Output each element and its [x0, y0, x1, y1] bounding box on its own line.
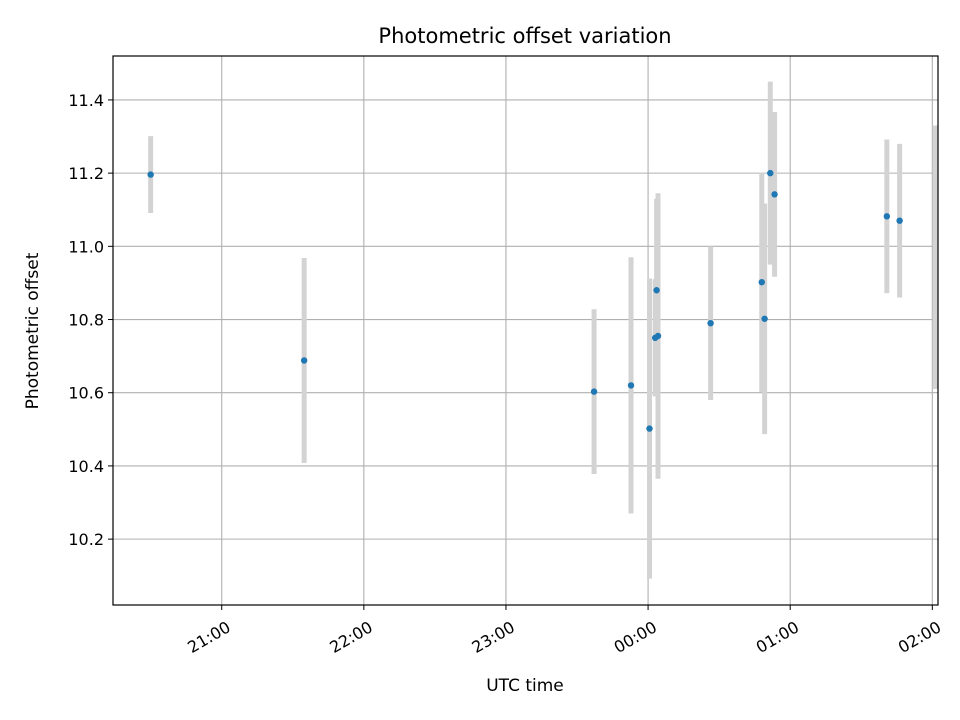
y-tick-label: 10.8: [68, 311, 104, 330]
data-point: [771, 191, 778, 198]
y-tick-label: 11.0: [68, 237, 104, 256]
data-point: [707, 319, 714, 327]
y-tick-label: 11.2: [68, 164, 104, 183]
data-point: [654, 332, 662, 340]
x-tick-label: 22:00: [326, 617, 375, 657]
data-point: [646, 425, 653, 432]
plot-frame: [112, 55, 939, 606]
y-tick-label: 11.4: [68, 91, 104, 110]
y-axis-label: Photometric offset: [23, 252, 43, 409]
data-points: [147, 169, 903, 432]
y-axis-ticks: 10.2 10.4 10.6 10.8 11.0 11.2 11.4: [68, 91, 113, 549]
data-point: [758, 278, 765, 286]
y-tick-label: 10.4: [68, 457, 104, 476]
data-point: [896, 217, 903, 224]
data-point: [300, 357, 308, 364]
x-axis-ticks: 21:00 22:00 23:00 00:00 01:00 02:00: [184, 605, 944, 657]
data-point: [761, 315, 768, 322]
data-point: [883, 213, 891, 220]
y-tick-label: 10.2: [68, 530, 104, 549]
data-point: [590, 388, 598, 395]
error-bars: [148, 81, 938, 579]
x-tick-label: 02:00: [895, 617, 944, 657]
x-tick-label: 23:00: [469, 617, 518, 657]
chart-title: Photometric offset variation: [378, 24, 671, 48]
x-axis-label: UTC time: [486, 676, 564, 696]
data-point: [147, 171, 154, 178]
y-tick-label: 10.6: [68, 384, 104, 403]
x-tick-label: 21:00: [184, 617, 233, 657]
x-tick-label: 00:00: [611, 617, 660, 657]
x-tick-label: 01:00: [753, 617, 802, 657]
data-point: [653, 287, 660, 294]
grid-lines: [113, 56, 938, 605]
data-point: [767, 169, 774, 177]
data-point: [627, 382, 635, 389]
